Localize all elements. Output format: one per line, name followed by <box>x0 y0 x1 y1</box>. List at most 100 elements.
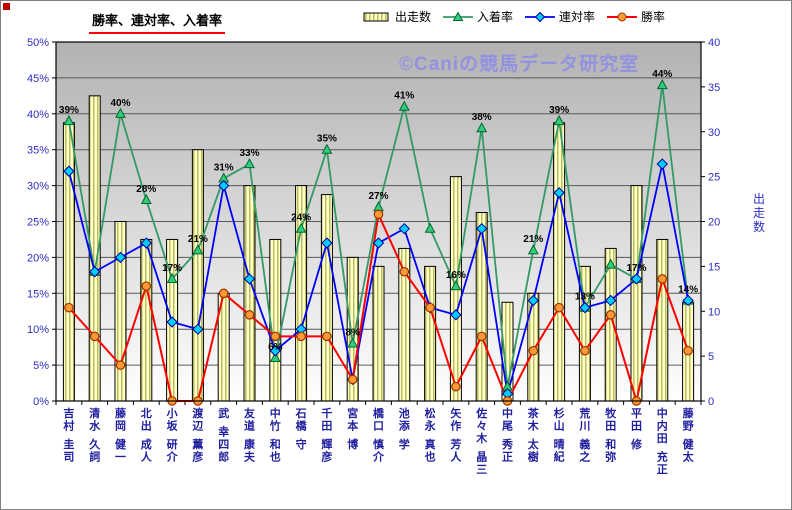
x-axis-label: 健 <box>683 437 695 451</box>
x-axis-label: 添 <box>399 419 411 433</box>
right-axis-tick-label: 30 <box>708 127 720 139</box>
left-axis-tick-label: 30% <box>27 181 49 193</box>
place-rate-marker <box>553 114 565 126</box>
x-axis-label: 也 <box>270 450 281 464</box>
win-rate-marker <box>580 345 590 356</box>
x-axis-label: 充 <box>657 450 668 464</box>
legend-label-place-rate: 入着率 <box>477 10 514 24</box>
right-axis-title: 出 <box>753 192 765 206</box>
win-rate-marker <box>657 274 668 284</box>
x-axis-label: 竹 <box>269 419 281 433</box>
place-rate-marker <box>166 272 178 284</box>
place-rate-marker <box>269 351 281 363</box>
left-axis-tick-label: 35% <box>27 145 49 157</box>
chart-legend: 出走数 入着率 連対率 勝率 <box>361 8 665 25</box>
quinella-rate-marker <box>579 301 591 314</box>
x-axis-label: 太 <box>527 437 540 451</box>
right-axis-tick-label: 25 <box>708 172 720 184</box>
win-rate-marker <box>115 360 126 370</box>
legend-item-win-rate: 勝率 <box>607 8 665 25</box>
right-axis-tick-label: 10 <box>708 306 720 318</box>
right-axis-tick-label: 0 <box>708 396 714 408</box>
quinella-rate-marker <box>527 294 540 307</box>
place-rate-marker <box>63 114 75 126</box>
place-rate-marker <box>321 143 333 154</box>
bar-starts <box>320 194 333 402</box>
x-axis-label: 口 <box>373 420 384 433</box>
place-rate-marker <box>140 193 152 205</box>
right-axis-title: 走 <box>753 206 765 220</box>
x-axis-label: 久 <box>89 437 101 451</box>
x-axis-label: 野 <box>683 420 694 433</box>
data-label: 44% <box>652 69 672 80</box>
x-axis-label: 輝 <box>321 437 332 451</box>
win-rate-marker <box>605 310 616 320</box>
bar-starts <box>62 122 75 402</box>
x-axis-label: 北 <box>141 406 152 420</box>
win-rate-marker <box>89 331 100 342</box>
x-axis-label: 晴 <box>554 437 565 451</box>
win-rate-marker <box>270 331 281 342</box>
legend-item-place-rate: 入着率 <box>443 8 513 25</box>
quinella-rate-marker <box>269 345 282 357</box>
legend-label-win-rate: 勝率 <box>641 10 666 24</box>
quinella-rate-marker <box>63 165 75 177</box>
bar-starts <box>269 238 282 402</box>
data-label: 24% <box>291 213 311 224</box>
x-axis-label: 之 <box>579 450 590 464</box>
watermark: ©Caniの競馬データ研究室 <box>399 54 640 75</box>
x-axis-label: 四 <box>218 438 229 451</box>
win-rate-marker <box>64 302 74 313</box>
x-axis-label: 茶 <box>527 406 540 420</box>
x-axis-label: 康 <box>244 437 256 451</box>
x-axis-label: 宮 <box>347 406 358 420</box>
legend-key-place-rate-icon <box>443 10 474 23</box>
x-axis-label: 幸 <box>218 425 229 439</box>
place-rate-marker <box>244 157 255 169</box>
x-axis-label: 成 <box>141 437 152 451</box>
x-axis-label: 也 <box>425 450 436 464</box>
data-label: 14% <box>678 284 698 295</box>
x-axis-label: 健 <box>115 437 127 451</box>
x-axis-label: 義 <box>579 437 590 451</box>
win-rate-marker <box>244 310 255 320</box>
x-axis-label: 渡 <box>192 406 204 420</box>
x-axis-label: 本 <box>347 419 358 433</box>
x-axis-label: 々 <box>476 420 487 433</box>
right-axis-tick-label: 35 <box>708 82 720 94</box>
x-axis-label: 学 <box>399 437 410 451</box>
win-rate-marker <box>141 281 152 291</box>
left-axis-tick-label: 15% <box>27 288 49 300</box>
x-axis-label: 晶 <box>476 451 487 464</box>
x-axis-label: 中 <box>657 406 668 420</box>
win-rate-marker <box>296 331 306 342</box>
left-axis-tick-label: 20% <box>27 252 49 264</box>
x-axis-label: 尾 <box>501 420 513 433</box>
x-axis-label: 永 <box>424 419 437 433</box>
x-axis-label: 松 <box>425 406 436 420</box>
x-axis-label: 修 <box>630 437 643 451</box>
x-axis-label: 荒 <box>578 406 590 420</box>
x-axis-label: 山 <box>554 419 565 433</box>
legend-item-quinella-rate: 連対率 <box>525 8 595 25</box>
left-axis-tick-label: 0% <box>33 396 49 408</box>
x-axis-label: 佐 <box>475 406 487 420</box>
x-axis-label: 村 <box>63 419 74 433</box>
x-axis-label: 和 <box>605 437 616 451</box>
quinella-rate-marker <box>166 316 178 328</box>
x-axis-label: 研 <box>167 438 178 451</box>
x-axis-label: 正 <box>657 463 668 476</box>
quinella-rate-marker <box>88 266 101 278</box>
x-axis-label: 内 <box>657 419 668 433</box>
x-axis-label: 郎 <box>218 450 229 464</box>
quinella-rate-marker <box>682 294 694 307</box>
x-axis-label: 和 <box>270 437 281 451</box>
data-label: 6% <box>268 342 283 353</box>
quinella-rate-marker <box>398 222 411 235</box>
legend-label-quinella-rate: 連対率 <box>559 10 596 24</box>
x-axis-label: 藤 <box>683 406 695 420</box>
quinella-rate-marker <box>553 187 565 199</box>
legend-key-starts-icon <box>361 11 391 23</box>
